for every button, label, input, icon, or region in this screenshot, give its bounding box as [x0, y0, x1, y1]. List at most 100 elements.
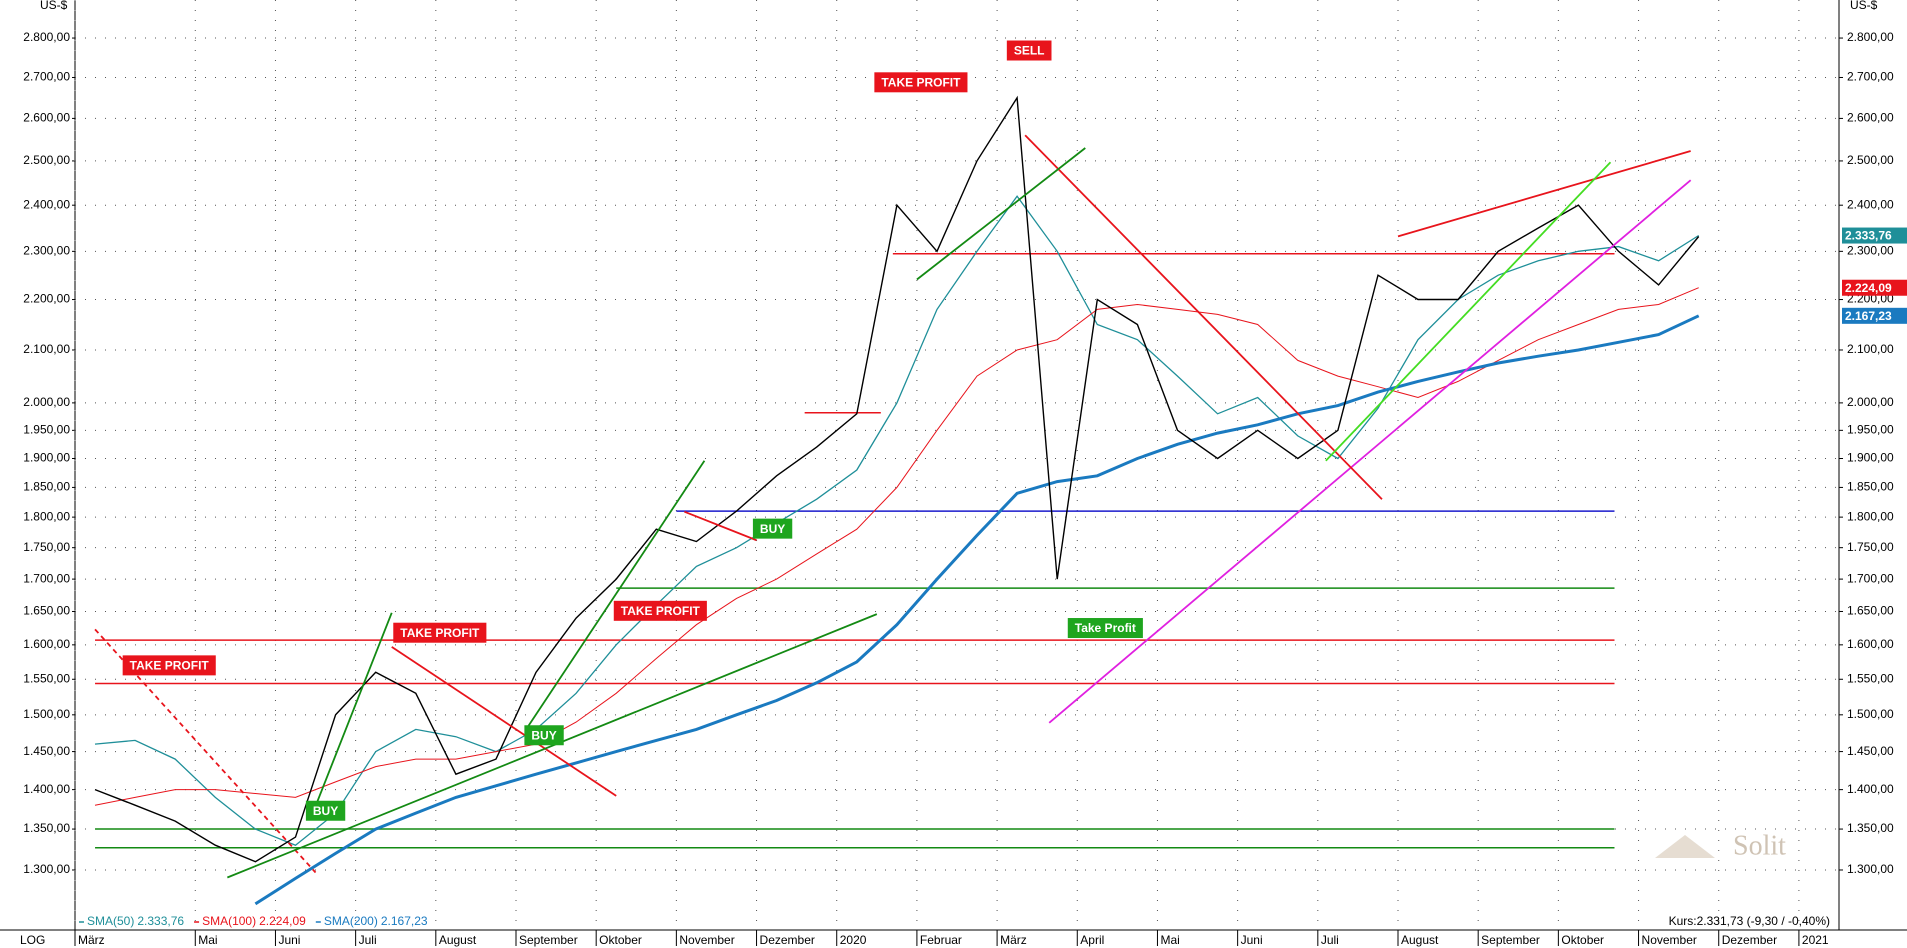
annotation: BUY	[752, 518, 793, 539]
x-tick-label: August	[1401, 933, 1439, 947]
y-tick-label-left: 1.700,00	[23, 571, 70, 585]
value-tag-text: 2.333,76	[1845, 229, 1892, 243]
annotation-text: BUY	[531, 728, 556, 742]
trend-line	[527, 460, 706, 727]
y-tick-label-left: 1.650,00	[23, 604, 70, 618]
y-tick-label-left: 2.300,00	[23, 244, 70, 258]
x-tick-label: Juli	[1321, 933, 1339, 947]
watermark: Solit	[1655, 830, 1786, 861]
x-tick-label: November	[1642, 933, 1697, 947]
legend-name: SMA(50)	[87, 914, 134, 928]
y-tick-label-right: 1.600,00	[1847, 637, 1894, 651]
price-info: Kurs:2.331,73 (-9,30 / -0,40%)	[1669, 914, 1830, 928]
annotation: SELL	[1006, 40, 1052, 61]
y-tick-label-left: 2.600,00	[23, 111, 70, 125]
y-tick-label-left: 1.500,00	[23, 707, 70, 721]
trend-line	[1024, 134, 1383, 500]
legend-value: 2.333,76	[137, 914, 184, 928]
x-tick-label: Dezember	[1722, 933, 1777, 947]
y-tick-label-right: 2.800,00	[1847, 30, 1894, 44]
y-unit-left: US-$	[40, 0, 68, 12]
x-tick-label: Juli	[359, 933, 377, 947]
y-tick-label-left: 2.500,00	[23, 153, 70, 167]
y-tick-label-right: 1.350,00	[1847, 821, 1894, 835]
value-tag-text: 2.167,23	[1845, 309, 1892, 323]
trend-line	[1325, 161, 1612, 462]
y-tick-label-right: 1.500,00	[1847, 707, 1894, 721]
x-tick-label: Oktober	[1561, 933, 1604, 947]
y-tick-label-left: 2.100,00	[23, 342, 70, 356]
annotation: BUY	[305, 800, 346, 821]
trend-line	[684, 510, 757, 542]
annotation: BUY	[524, 725, 564, 746]
y-tick-label-left: 1.600,00	[23, 637, 70, 651]
y-tick-label-right: 1.450,00	[1847, 744, 1894, 758]
y-tick-label-left: 2.700,00	[23, 70, 70, 84]
y-tick-label-right: 2.300,00	[1847, 244, 1894, 258]
x-tick-label: Juni	[1241, 933, 1263, 947]
y-tick-label-left: 2.400,00	[23, 197, 70, 211]
annotation-text: TAKE PROFIT	[400, 626, 480, 640]
annotation-box	[393, 622, 487, 643]
y-tick-label-right: 2.100,00	[1847, 342, 1894, 356]
y-tick-label-right: 1.650,00	[1847, 604, 1894, 618]
sma-line	[254, 314, 1700, 906]
watermark-text: Solit	[1733, 830, 1786, 861]
x-tick-label: September	[519, 933, 578, 947]
x-tick-label: April	[1080, 933, 1104, 947]
annotation-box	[524, 725, 564, 746]
y-tick-label-left: 1.400,00	[23, 782, 70, 796]
annotation-text: TAKE PROFIT	[881, 75, 961, 89]
legend-name: SMA(100)	[202, 914, 256, 928]
x-tick-label: August	[439, 933, 477, 947]
watermark-logo	[1655, 835, 1715, 858]
annotation-text: Take Profit	[1075, 621, 1136, 635]
y-tick-label-right: 1.750,00	[1847, 540, 1894, 554]
trend-line	[391, 646, 617, 797]
trend-line	[227, 613, 878, 879]
y-tick-label-right: 1.400,00	[1847, 782, 1894, 796]
y-tick-label-left: 2.000,00	[23, 395, 70, 409]
y-tick-label-right: 1.300,00	[1847, 862, 1894, 876]
y-tick-label-left: 1.900,00	[23, 451, 70, 465]
y-tick-label-right: 2.500,00	[1847, 153, 1894, 167]
annotation: Take Profit	[1067, 618, 1143, 639]
value-tag	[1842, 279, 1907, 296]
y-tick-label-left: 1.750,00	[23, 540, 70, 554]
scale-label: LOG	[20, 933, 45, 947]
x-tick-label: Mai	[1160, 933, 1179, 947]
y-tick-label-left: 1.950,00	[23, 423, 70, 437]
sma-line	[94, 287, 1699, 806]
y-tick-label-right: 2.400,00	[1847, 197, 1894, 211]
y-unit-right: US-$	[1850, 0, 1878, 12]
y-tick-label-right: 2.700,00	[1847, 70, 1894, 84]
value-tag	[1842, 227, 1907, 244]
trend-line	[916, 147, 1086, 281]
annotation-text: SELL	[1014, 44, 1045, 58]
y-tick-label-right: 1.700,00	[1847, 571, 1894, 585]
legend-value: 2.167,23	[381, 914, 428, 928]
x-tick-label: Februar	[920, 933, 962, 947]
y-tick-label-left: 1.800,00	[23, 509, 70, 523]
y-tick-label-left: 1.350,00	[23, 821, 70, 835]
y-tick-label-right: 1.950,00	[1847, 423, 1894, 437]
annotation: TAKE PROFIT	[874, 72, 968, 93]
x-tick-label: September	[1481, 933, 1540, 947]
y-tick-label-right: 1.800,00	[1847, 509, 1894, 523]
y-tick-label-right: 1.900,00	[1847, 451, 1894, 465]
y-tick-label-left: 1.450,00	[23, 744, 70, 758]
x-tick-label: Juni	[278, 933, 300, 947]
x-tick-label: November	[679, 933, 734, 947]
y-tick-label-right: 1.850,00	[1847, 480, 1894, 494]
annotation-box	[874, 72, 968, 93]
value-tag-text: 2.224,09	[1845, 281, 1892, 295]
x-tick-label: Oktober	[599, 933, 642, 947]
x-tick-label: 2020	[840, 933, 867, 947]
x-tick-label: 2021	[1802, 933, 1829, 947]
y-tick-label-left: 1.300,00	[23, 862, 70, 876]
x-tick-label: Dezember	[760, 933, 815, 947]
annotation-box	[305, 800, 346, 821]
y-tick-label-right: 2.600,00	[1847, 111, 1894, 125]
y-tick-label-left: 1.550,00	[23, 671, 70, 685]
